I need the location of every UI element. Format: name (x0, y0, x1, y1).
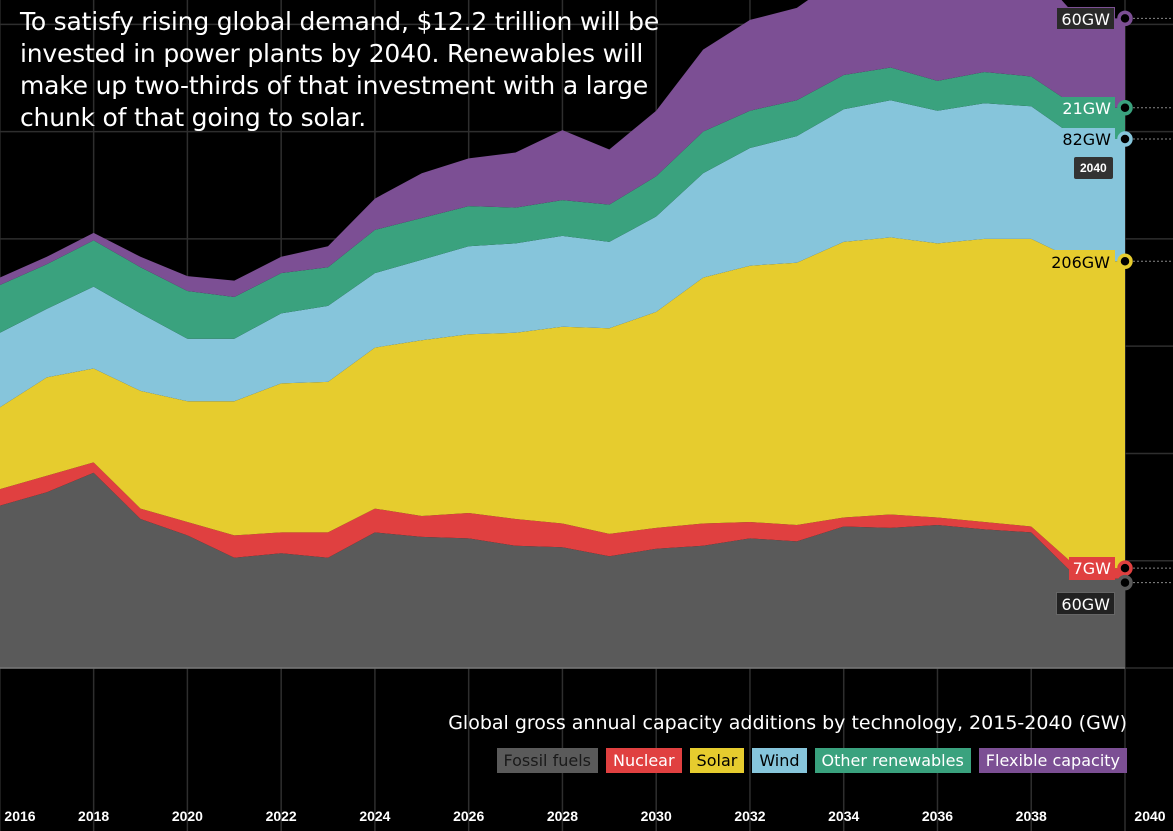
legend-item-flexible-capacity: Flexible capacity (978, 748, 1127, 773)
end-marker-other-renewables (1117, 100, 1173, 116)
end-marker-nuclear (1117, 560, 1173, 576)
area-other-renewables (0, 67, 1125, 339)
x-tick-label: 2018 (78, 808, 110, 824)
x-tick-label: 2040 (1134, 808, 1166, 824)
area-nuclear (0, 462, 1125, 579)
end-label-solar: 206GW (1046, 250, 1115, 274)
x-tick-label: 2016 (4, 808, 36, 824)
x-tick-label: 2038 (1015, 808, 1047, 824)
x-tick-label: 2036 (921, 808, 954, 824)
end-marker-wind (1117, 131, 1173, 147)
x-tick-label: 2028 (546, 808, 579, 824)
area-solar (0, 237, 1125, 569)
x-tick-label: 2020 (171, 808, 203, 824)
x-tick-label: 2024 (359, 808, 391, 824)
end-marker-flexible-capacity (1117, 10, 1173, 27)
end-label-fossil-fuels: 60GW (1056, 591, 1115, 615)
x-tick-label: 2022 (265, 808, 297, 824)
end-label-other-renewables: 21GW (1058, 96, 1115, 120)
end-label-wind: 82GW (1058, 128, 1115, 152)
headline: To satisfy rising global demand, $12.2 t… (20, 7, 660, 132)
area-fossil-fuels (0, 472, 1125, 668)
legend: Fossil fuels Nuclear Solar Wind Other renewa… (496, 748, 1127, 773)
end-label-nuclear: 7GW (1068, 557, 1115, 581)
area-series (0, 0, 1125, 668)
end-label-flexible-capacity: 60GW (1056, 7, 1115, 31)
x-tick-label: 2030 (640, 808, 672, 824)
area-wind (0, 100, 1125, 408)
legend-item-nuclear: Nuclear (605, 748, 682, 773)
legend-item-solar: Solar (689, 748, 745, 773)
end-marker-solar (1117, 253, 1173, 269)
end-markers (1117, 10, 1173, 591)
legend-item-wind: Wind (752, 748, 807, 773)
x-tick-label: 2026 (453, 808, 485, 824)
x-tick-label: 2032 (734, 808, 766, 824)
legend-item-fossil-fuels: Fossil fuels (496, 748, 598, 773)
legend-item-other-renewables: Other renewables (814, 748, 971, 773)
area-flexible-capacity (0, 0, 1125, 297)
x-tick-label: 2034 (828, 808, 860, 824)
end-marker-fossil-fuels (1117, 574, 1173, 591)
chart-title: Global gross annual capacity additions b… (448, 712, 1127, 734)
highlight-year-badge: 2040 (1074, 157, 1113, 179)
